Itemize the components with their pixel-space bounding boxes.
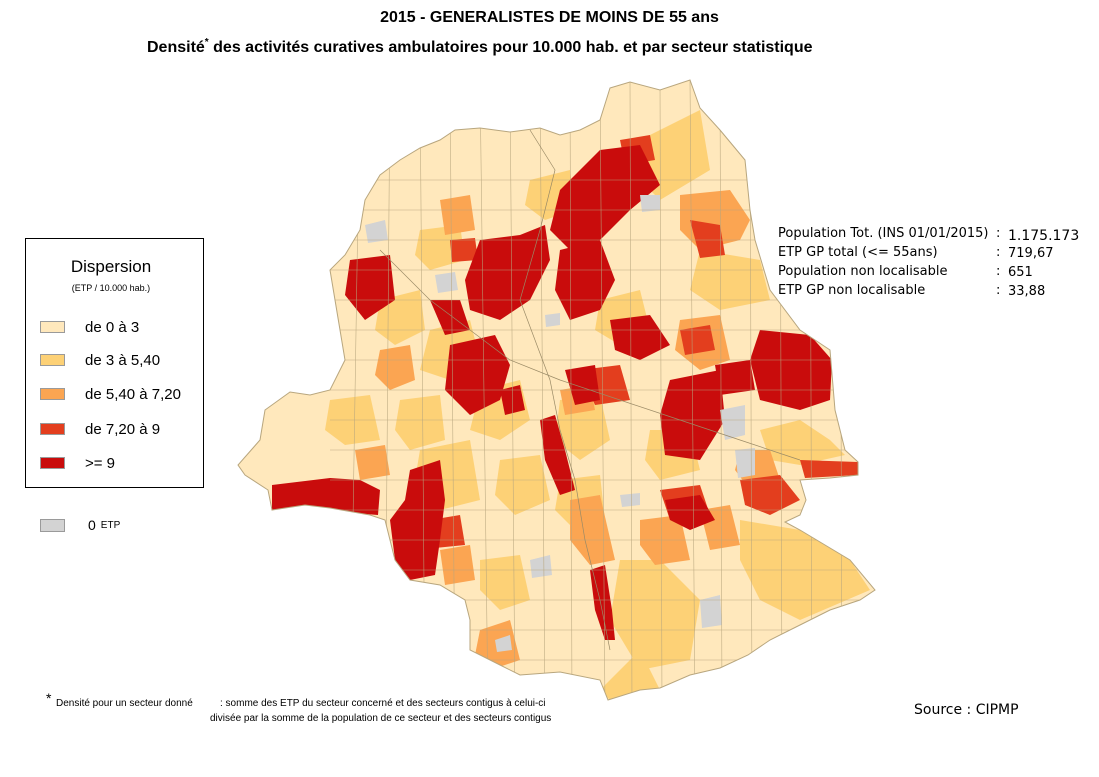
source-credit: Source : CIPMP [914, 702, 1019, 718]
subtitle-star: * [204, 37, 209, 48]
legend-item-3-540: de 3 à 5,40 [40, 351, 161, 369]
legend-label: >= 9 [85, 454, 116, 472]
legend-swatch-zero [40, 518, 65, 532]
stat-label: ETP GP non localisable [778, 283, 926, 298]
map-subtitle: Densité* des activités curatives ambulat… [147, 37, 813, 57]
stat-value: 719,67 [1008, 246, 1054, 261]
stat-colon: : [996, 226, 1001, 241]
legend-label: de 0 à 3 [85, 318, 140, 336]
subtitle-pre: Densité [147, 39, 205, 56]
legend-swatch [40, 457, 65, 469]
legend-subtitle: (ETP / 10.000 hab.) [71, 283, 151, 293]
stat-colon: : [996, 283, 1001, 298]
legend-label: de 3 à 5,40 [85, 351, 161, 369]
legend-item-ge-9: >= 9 [40, 454, 116, 472]
stat-label: Population non localisable [778, 264, 948, 279]
legend-item-zero-etp: 0 ETP [40, 517, 120, 533]
footnote-term: Densité pour un secteur donné [56, 698, 193, 709]
map-title: 2015 - GENERALISTES DE MOINS DE 55 ans [380, 9, 719, 26]
stat-value: 33,88 [1008, 284, 1046, 299]
stat-label: ETP GP total (<= 55ans) [778, 245, 938, 260]
footnote-star: * [46, 690, 52, 706]
legend-item-720-9: de 7,20 à 9 [40, 420, 161, 438]
footnote-line1: Densité pour un secteur donné : somme de… [56, 698, 546, 709]
legend-title: Dispersion [70, 257, 152, 276]
footnote-line2: divisée par la somme de la population de… [210, 713, 552, 724]
legend-box: Dispersion (ETP / 10.000 hab.) de 0 à 3 … [25, 238, 204, 488]
stat-value: 1.175.173 [1008, 228, 1080, 244]
zero-value: 0 [88, 517, 96, 533]
legend-swatch [40, 423, 65, 435]
legend-item-0-3: de 0 à 3 [40, 318, 140, 336]
stat-colon: : [996, 264, 1001, 279]
subtitle-post: des activités curatives ambulatoires pou… [208, 39, 813, 56]
stat-value: 651 [1008, 265, 1033, 280]
sector-layer [272, 80, 870, 700]
legend-swatch [40, 321, 65, 333]
zero-unit: ETP [100, 519, 121, 531]
legend-item-540-720: de 5,40 à 7,20 [40, 385, 181, 403]
legend-label: de 5,40 à 7,20 [85, 385, 181, 403]
legend-label: de 7,20 à 9 [85, 420, 161, 438]
legend-swatch [40, 354, 65, 366]
footnote-definition: : somme des ETP du secteur concerné et d… [220, 698, 546, 709]
stat-colon: : [996, 245, 1001, 260]
stat-label: Population Tot. (INS 01/01/2015) [778, 226, 989, 241]
legend-swatch [40, 388, 65, 400]
